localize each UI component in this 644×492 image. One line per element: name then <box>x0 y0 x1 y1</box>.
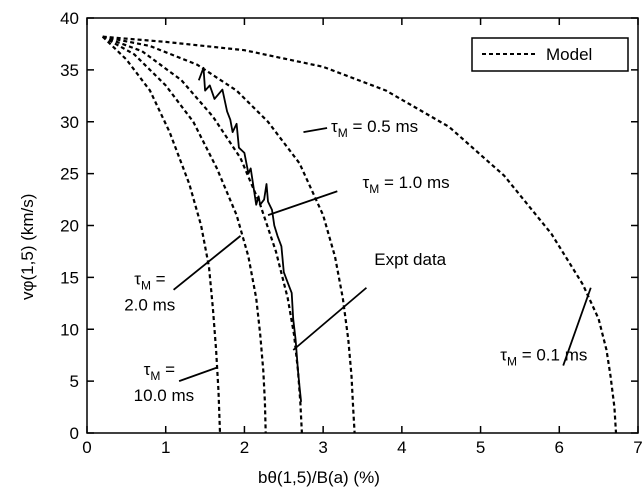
x-tick-label: 4 <box>397 438 406 457</box>
y-tick-label: 40 <box>60 9 79 28</box>
legend-label: Model <box>546 45 592 64</box>
y-tick-label: 0 <box>70 424 79 443</box>
annotation-tau100-line2: 10.0 ms <box>134 386 194 405</box>
y-axis-title: vφ(1,5) (km/s) <box>18 194 37 300</box>
pointer-tau01 <box>562 287 592 366</box>
annotation-expt: Expt data <box>374 250 446 269</box>
model-curve-10-0 <box>101 35 222 434</box>
pointer-tau20 <box>173 235 242 291</box>
expt-data-line <box>197 66 302 402</box>
legend: Model <box>471 37 629 72</box>
model-curve-2-0 <box>102 35 267 434</box>
y-tick-label: 10 <box>60 320 79 339</box>
annotation-tau100: τM = <box>144 360 175 383</box>
y-tick-label: 20 <box>60 217 79 236</box>
x-axis-title: bθ(1,5)/B(a) (%) <box>258 468 380 487</box>
pointer-tau100 <box>178 366 218 382</box>
annotations: τM = 0.1 ms τM = 0.5 ms τM = 1.0 ms τM = 2.0… <box>124 117 592 405</box>
y-tick-label: 30 <box>60 113 79 132</box>
y-tick-label: 5 <box>70 372 79 391</box>
axis-ticks: 0 1 2 3 4 5 6 7 0 5 10 15 20 25 30 35 40 <box>60 9 643 457</box>
y-tick-label: 35 <box>60 61 79 80</box>
annotation-tau01: τM = 0.1 ms <box>500 345 587 368</box>
series-group <box>101 35 618 434</box>
pointer-tau05 <box>303 127 328 134</box>
x-tick-label: 7 <box>633 438 642 457</box>
x-tick-label: 1 <box>161 438 170 457</box>
y-tick-label: 15 <box>60 268 79 287</box>
annotation-tau20: τM = <box>134 270 165 293</box>
pointer-tau10 <box>267 190 338 216</box>
annotation-tau05: τM = 0.5 ms <box>331 117 418 140</box>
annotation-tau20-line2: 2.0 ms <box>124 296 175 315</box>
annotation-tau10: τM = 1.0 ms <box>363 173 450 196</box>
pointer-expt <box>292 287 368 351</box>
y-tick-label: 25 <box>60 165 79 184</box>
x-tick-label: 3 <box>318 438 327 457</box>
x-tick-label: 2 <box>240 438 249 457</box>
model-curve-0-1 <box>102 35 618 434</box>
x-tick-label: 6 <box>555 438 564 457</box>
model-curve-0-5 <box>102 35 356 434</box>
x-tick-label: 0 <box>82 438 91 457</box>
x-tick-label: 5 <box>476 438 485 457</box>
